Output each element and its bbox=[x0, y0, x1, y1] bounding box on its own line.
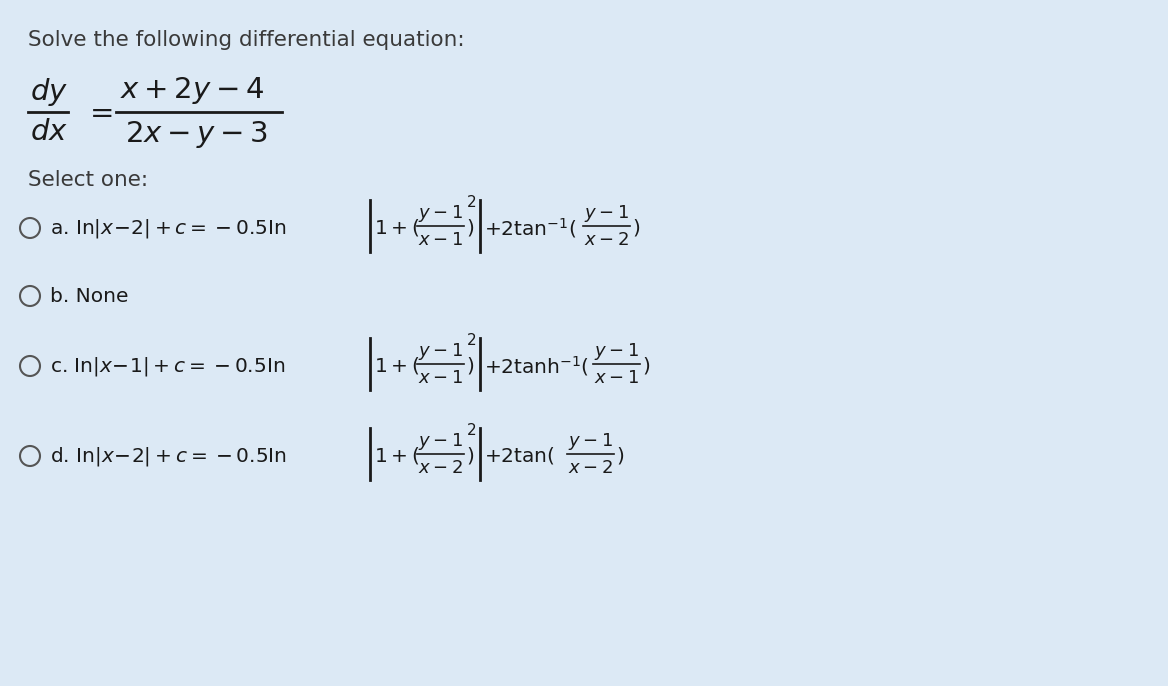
Text: $)$: $)$ bbox=[632, 217, 640, 239]
Text: $)$: $)$ bbox=[466, 355, 474, 377]
Text: c. $\mathrm{In}|x\!-\!1|+c=-0.5\mathrm{In}$: c. $\mathrm{In}|x\!-\!1|+c=-0.5\mathrm{I… bbox=[50, 355, 285, 377]
Text: $2$: $2$ bbox=[466, 194, 477, 210]
Text: $)$: $)$ bbox=[642, 355, 651, 377]
Text: $x-2$: $x-2$ bbox=[418, 459, 463, 477]
Text: $y-1$: $y-1$ bbox=[418, 431, 463, 453]
Text: $+2\mathrm{tan}^{-1}($: $+2\mathrm{tan}^{-1}($ bbox=[484, 216, 576, 240]
Text: $dy$: $dy$ bbox=[30, 76, 68, 108]
Text: $x+2y-4$: $x+2y-4$ bbox=[120, 75, 264, 106]
Text: $y-1$: $y-1$ bbox=[595, 342, 639, 362]
Text: $)$: $)$ bbox=[616, 445, 624, 466]
Text: $2$: $2$ bbox=[466, 332, 477, 348]
Text: $dx$: $dx$ bbox=[30, 118, 68, 146]
Text: $)$: $)$ bbox=[466, 217, 474, 239]
Text: $x-1$: $x-1$ bbox=[418, 231, 463, 249]
Text: $2$: $2$ bbox=[466, 422, 477, 438]
Text: $)$: $)$ bbox=[466, 445, 474, 466]
Text: Select one:: Select one: bbox=[28, 170, 148, 190]
Text: $y-1$: $y-1$ bbox=[584, 204, 628, 224]
Text: $y-1$: $y-1$ bbox=[568, 431, 613, 453]
Text: $2x-y-3$: $2x-y-3$ bbox=[125, 119, 267, 150]
Text: $y-1$: $y-1$ bbox=[418, 204, 463, 224]
Text: $x-2$: $x-2$ bbox=[568, 459, 613, 477]
Text: Solve the following differential equation:: Solve the following differential equatio… bbox=[28, 30, 465, 50]
Text: d. $\mathrm{In}|x\!-\!2|+c=-0.5\mathrm{In}$: d. $\mathrm{In}|x\!-\!2|+c=-0.5\mathrm{I… bbox=[50, 445, 287, 467]
Text: b. None: b. None bbox=[50, 287, 128, 305]
Text: $=$: $=$ bbox=[84, 98, 113, 126]
Text: $1+($: $1+($ bbox=[374, 217, 419, 239]
Text: $1+($: $1+($ bbox=[374, 445, 419, 466]
Text: $y-1$: $y-1$ bbox=[418, 342, 463, 362]
Text: $+2\mathrm{tanh}^{-1}($: $+2\mathrm{tanh}^{-1}($ bbox=[484, 354, 589, 378]
Text: $x-2$: $x-2$ bbox=[584, 231, 628, 249]
Text: $x-1$: $x-1$ bbox=[418, 369, 463, 387]
Text: $+2\mathrm{tan}($: $+2\mathrm{tan}($ bbox=[484, 445, 555, 466]
Text: $1+($: $1+($ bbox=[374, 355, 419, 377]
Text: $x-1$: $x-1$ bbox=[595, 369, 639, 387]
Text: a. $\mathrm{In}|x\!-\!2|+c=-0.5\mathrm{In}$: a. $\mathrm{In}|x\!-\!2|+c=-0.5\mathrm{I… bbox=[50, 217, 286, 239]
